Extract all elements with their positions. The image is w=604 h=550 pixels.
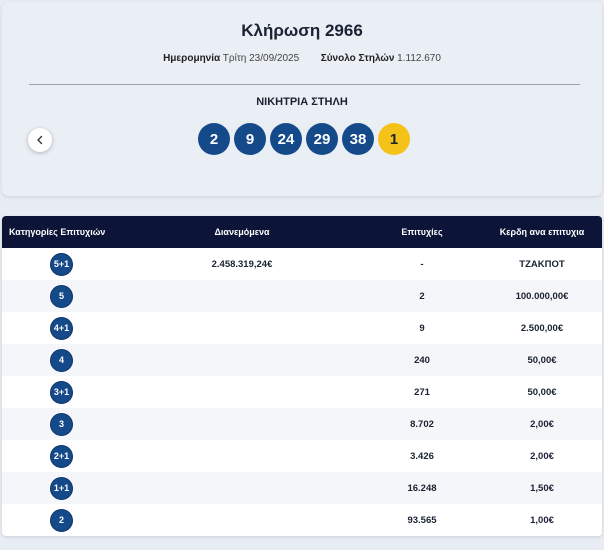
draw-card: Κλήρωση 2966 Ημερομηνία Τρίτη 23/09/2025… <box>2 2 602 196</box>
prize-cell: 2.500,00€ <box>520 322 564 334</box>
prize-cell: ΤΖΑΚΠΟΤ <box>519 258 565 270</box>
prize-cell: 100.000,00€ <box>515 290 569 302</box>
category-badge: 3+1 <box>50 380 73 404</box>
table-row: 5+1 2.458.319,24€ - ΤΖΑΚΠΟΤ <box>2 248 602 280</box>
chevron-left-icon <box>37 135 43 145</box>
category-badge: 5 <box>50 284 73 308</box>
table-row: 3+1 271 50,00€ <box>2 376 602 408</box>
number-ball: 9 <box>234 123 266 155</box>
category-badge: 5+1 <box>50 252 73 276</box>
table-row: 2+1 3.426 2,00€ <box>2 440 602 472</box>
columns-value: 1.112.670 <box>397 53 441 64</box>
distributed-cell <box>122 504 362 536</box>
number-ball: 2 <box>198 123 230 155</box>
prize-cell: 2,00€ <box>530 418 554 430</box>
prize-cell: 2,00€ <box>530 450 554 462</box>
distributed-cell <box>122 472 362 504</box>
prize-cell: 50,00€ <box>527 386 557 398</box>
table-row: 4+1 9 2.500,00€ <box>2 312 602 344</box>
number-ball: 29 <box>306 123 338 155</box>
table-row: 1+1 16.248 1,50€ <box>2 472 602 504</box>
prize-cell: 50,00€ <box>527 354 557 366</box>
category-badge: 4 <box>50 348 73 372</box>
date-label: Ημερομηνία <box>163 53 221 64</box>
table-row: 2 93.565 1,00€ <box>2 504 602 536</box>
date-value: Τρίτη 23/09/2025 <box>222 53 300 64</box>
distributed-cell <box>122 280 362 312</box>
winners-cell: 2 <box>419 290 425 302</box>
prize-cell: 1,50€ <box>530 482 554 494</box>
distributed-cell <box>122 376 362 408</box>
table-row: 4 240 50,00€ <box>2 344 602 376</box>
header-winners: Επιτυχίες <box>401 227 443 237</box>
table-header: Κατηγορίες Επιτυχιών Διανεμόμενα Επιτυχί… <box>2 216 602 248</box>
distributed-cell: 2.458.319,24€ <box>211 258 273 270</box>
winners-cell: 16.248 <box>407 482 437 494</box>
draw-meta: Ημερομηνία Τρίτη 23/09/2025 Σύνολο Στηλώ… <box>2 53 602 64</box>
divider <box>29 84 580 85</box>
distributed-cell <box>122 344 362 376</box>
category-badge: 3 <box>50 412 73 436</box>
category-badge: 2+1 <box>50 444 73 468</box>
category-badge: 2 <box>50 508 73 532</box>
winners-cell: 8.702 <box>410 418 434 430</box>
number-ball: 38 <box>342 123 374 155</box>
header-categories: Κατηγορίες Επιτυχιών <box>9 227 106 237</box>
bonus-ball: 1 <box>378 123 410 155</box>
table-row: 5 2 100.000,00€ <box>2 280 602 312</box>
winners-cell: 240 <box>414 354 430 366</box>
table-row: 3 8.702 2,00€ <box>2 408 602 440</box>
header-distributed: Διανεμόμενα <box>214 227 270 237</box>
prize-cell: 1,00€ <box>530 514 554 526</box>
header-prize: Κερδη ανα επιτυχια <box>499 227 585 237</box>
previous-draw-button[interactable] <box>28 128 52 152</box>
winners-cell: 3.426 <box>410 450 434 462</box>
prize-table: Κατηγορίες Επιτυχιών Διανεμόμενα Επιτυχί… <box>2 216 602 536</box>
columns-label: Σύνολο Στηλών <box>320 53 395 64</box>
winning-column-title: ΝΙΚΗΤΡΙΑ ΣΤΗΛΗ <box>256 96 348 108</box>
distributed-cell <box>122 408 362 440</box>
number-ball: 24 <box>270 123 302 155</box>
winners-cell: - <box>420 258 424 270</box>
winners-cell: 9 <box>419 322 425 334</box>
winning-numbers: 2 9 24 29 38 1 <box>198 123 410 155</box>
category-badge: 4+1 <box>50 316 73 340</box>
distributed-cell <box>122 312 362 344</box>
winners-cell: 93.565 <box>407 514 437 526</box>
category-badge: 1+1 <box>50 476 73 500</box>
winners-cell: 271 <box>414 386 430 398</box>
distributed-cell <box>122 440 362 472</box>
draw-title: Κλήρωση 2966 <box>241 21 363 40</box>
